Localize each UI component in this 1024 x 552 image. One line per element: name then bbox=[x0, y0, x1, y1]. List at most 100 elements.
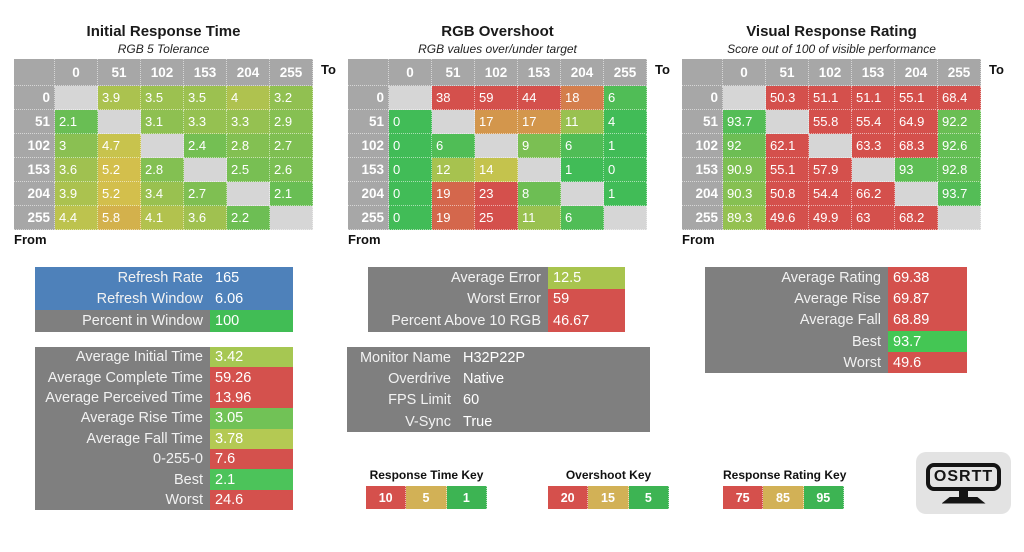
row-header: 204 bbox=[14, 182, 55, 206]
column-header: 204 bbox=[895, 59, 938, 86]
summary-row: Average Complete Time 59.26 bbox=[35, 367, 293, 388]
heatmap-cell: 92.6 bbox=[938, 134, 981, 158]
summary-value: 3.78 bbox=[210, 428, 293, 449]
heatmap-title: RGB Overshoot bbox=[441, 23, 554, 40]
heatmap-cell: 1 bbox=[561, 158, 604, 182]
summary-value: 49.6 bbox=[888, 352, 967, 374]
summary-value: True bbox=[458, 410, 650, 433]
heatmap-cell: 17 bbox=[475, 110, 518, 134]
heatmap-cell: 89.3 bbox=[723, 206, 766, 230]
key-bar: 75 85 95 bbox=[723, 486, 844, 509]
axis-label-to: To bbox=[655, 62, 670, 77]
summary-label: 0-255-0 bbox=[35, 448, 210, 470]
heatmap-cell: 2.1 bbox=[55, 110, 98, 134]
summary-row: Refresh Window 6.06 bbox=[35, 288, 293, 310]
summary-value: H32P22P bbox=[458, 347, 650, 369]
summary-label: Average Complete Time bbox=[35, 367, 210, 388]
summary-label: Average Perceived Time bbox=[35, 387, 210, 409]
heatmap-cell: 2.8 bbox=[227, 134, 270, 158]
heatmap-cell: 3.3 bbox=[227, 110, 270, 134]
summary-row: FPS Limit 60 bbox=[347, 389, 650, 411]
summary-row: Average Rise Time 3.05 bbox=[35, 408, 293, 429]
heatmap-cell: 50.8 bbox=[766, 182, 809, 206]
summary-value: 7.6 bbox=[210, 448, 293, 470]
column-header: 51 bbox=[98, 59, 141, 86]
summary-row: Worst Error 59 bbox=[368, 288, 625, 310]
heatmap-cell: 64.9 bbox=[895, 110, 938, 134]
heatmap-cell: 17 bbox=[518, 110, 561, 134]
heatmap-cell-blank bbox=[766, 110, 809, 134]
heatmap-cell: 25 bbox=[475, 206, 518, 230]
heatmap-cell: 19 bbox=[432, 182, 475, 206]
summary-value: 93.7 bbox=[888, 330, 967, 353]
key-title: Overshoot Key bbox=[565, 468, 652, 482]
heatmap-cell: 12 bbox=[432, 158, 475, 182]
column-header: 204 bbox=[561, 59, 604, 86]
summary-value: 69.87 bbox=[888, 288, 967, 310]
heatmap-cell-blank bbox=[270, 206, 313, 230]
heatmap-cell-blank bbox=[518, 158, 561, 182]
summary-value: 3.05 bbox=[210, 408, 293, 429]
heatmap-cell: 6 bbox=[561, 134, 604, 158]
summary-value: 12.5 bbox=[548, 267, 625, 289]
heatmap-cell: 2.4 bbox=[184, 134, 227, 158]
axis-label-from: From bbox=[348, 232, 381, 247]
heatmap-cell: 90.3 bbox=[723, 182, 766, 206]
key-bar: 20 15 5 bbox=[548, 486, 669, 509]
heatmap-cell: 0 bbox=[604, 158, 647, 182]
key-title: Response Time Key bbox=[369, 468, 484, 482]
heatmap-cell: 55.1 bbox=[766, 158, 809, 182]
heatmap-cell: 2.6 bbox=[270, 158, 313, 182]
heatmap-cell: 1 bbox=[604, 134, 647, 158]
column-header: 255 bbox=[604, 59, 647, 86]
key-segment: 85 bbox=[763, 486, 804, 509]
heatmap-cell: 51.1 bbox=[809, 86, 852, 110]
column-header: 51 bbox=[432, 59, 475, 86]
row-header: 153 bbox=[14, 158, 55, 182]
heatmap-cell-blank bbox=[938, 206, 981, 230]
heatmap-cell: 93 bbox=[895, 158, 938, 182]
summary-value: 100 bbox=[210, 310, 293, 332]
heatmap-cell-blank bbox=[389, 86, 432, 110]
heatmap-cell-blank bbox=[475, 134, 518, 158]
summary-block-monitor: Monitor Name H32P22P Overdrive Native FPS Li… bbox=[347, 347, 650, 433]
summary-row: Monitor Name H32P22P bbox=[347, 347, 650, 369]
heatmap-cell: 0 bbox=[389, 158, 432, 182]
overshoot-key: Overshoot Key 20 15 5 bbox=[548, 468, 669, 509]
heatmap-cell: 0 bbox=[389, 134, 432, 158]
row-header: 255 bbox=[14, 206, 55, 230]
summary-label: Average Error bbox=[368, 267, 548, 289]
summary-label: Worst bbox=[705, 352, 888, 374]
summary-label: V-Sync bbox=[347, 410, 458, 433]
summary-row: Average Rise 69.87 bbox=[705, 288, 967, 310]
column-header: 204 bbox=[227, 59, 270, 86]
heatmap-cell: 2.8 bbox=[141, 158, 184, 182]
summary-label: Refresh Window bbox=[35, 288, 210, 310]
summary-row: Average Fall 68.89 bbox=[705, 309, 967, 331]
summary-value: 69.38 bbox=[888, 267, 967, 289]
heatmap-cell: 6 bbox=[604, 86, 647, 110]
heatmap-cell-blank bbox=[432, 110, 475, 134]
summary-row: Worst 49.6 bbox=[705, 352, 967, 374]
key-segment: 5 bbox=[628, 486, 669, 509]
key-segment: 95 bbox=[803, 486, 844, 509]
summary-row: Average Error 12.5 bbox=[368, 267, 625, 289]
heatmap-cell: 5.2 bbox=[98, 182, 141, 206]
summary-label: Percent in Window bbox=[35, 310, 210, 332]
heatmap-cell: 68.2 bbox=[895, 206, 938, 230]
row-header: 0 bbox=[14, 86, 55, 110]
heatmap-cell: 19 bbox=[432, 206, 475, 230]
response-time-key: Response Time Key 10 5 1 bbox=[366, 468, 487, 509]
summary-value: 46.67 bbox=[548, 310, 625, 332]
heatmap-cell: 3.6 bbox=[55, 158, 98, 182]
heatmap-cell: 3 bbox=[55, 134, 98, 158]
heatmap-cell: 2.9 bbox=[270, 110, 313, 134]
summary-block-refresh: Refresh Rate 165 Refresh Window 6.06 Percent… bbox=[35, 267, 293, 332]
heatmap-cell: 63.3 bbox=[852, 134, 895, 158]
logo-text: OSRTT bbox=[933, 467, 994, 485]
heatmap-cell: 3.2 bbox=[270, 86, 313, 110]
summary-value: 13.96 bbox=[210, 387, 293, 409]
column-header: 0 bbox=[723, 59, 766, 86]
heatmap-cell: 3.4 bbox=[141, 182, 184, 206]
summary-value: 165 bbox=[210, 267, 293, 289]
